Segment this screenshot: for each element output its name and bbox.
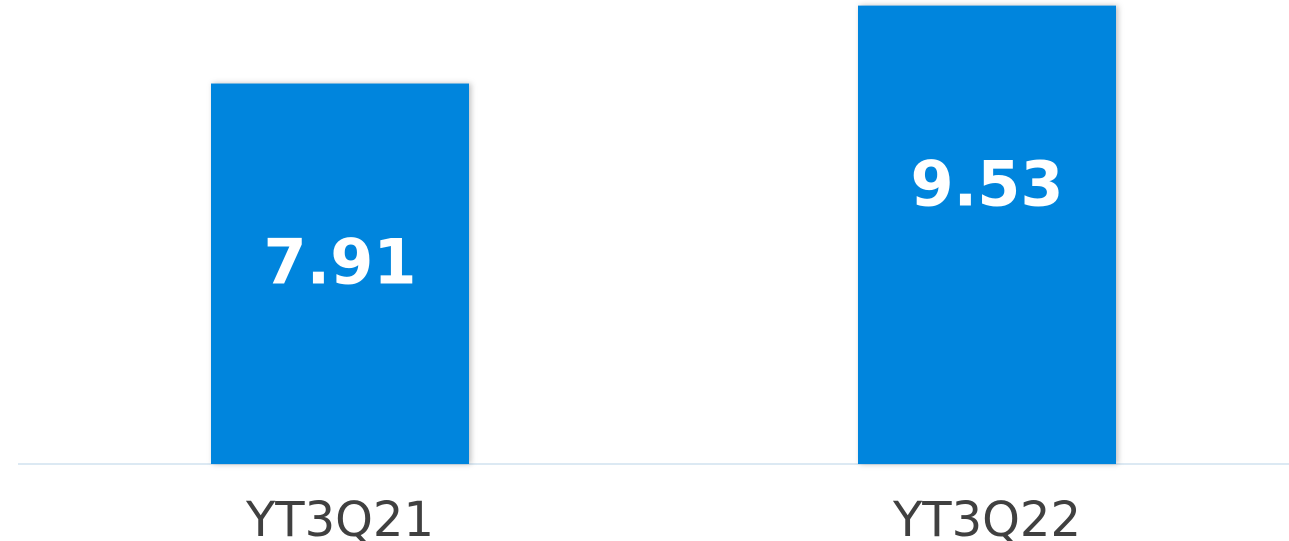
bars-group <box>211 5 1116 465</box>
bar-yt3q22 <box>858 5 1116 465</box>
category-label-yt3q22: YT3Q22 <box>892 492 1081 541</box>
data-label-yt3q21: 7.91 <box>264 226 417 299</box>
category-label-yt3q21: YT3Q21 <box>245 492 434 541</box>
data-label-yt3q22: 9.53 <box>911 148 1064 221</box>
labels-group: 7.91 YT3Q21 9.53 YT3Q22 <box>245 148 1081 541</box>
bar-yt3q21 <box>211 83 469 465</box>
